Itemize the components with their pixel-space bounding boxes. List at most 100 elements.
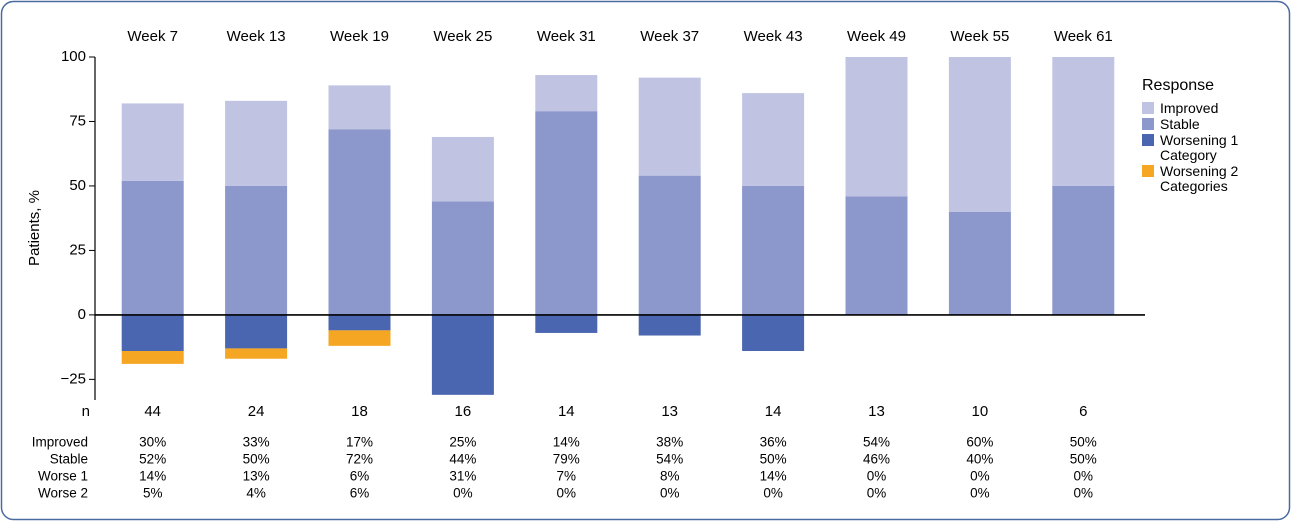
- table-cell: 40%: [966, 452, 993, 467]
- table-cell: 14%: [553, 435, 580, 450]
- legend-item: Improved: [1142, 101, 1282, 116]
- legend-item: Worsening 1 Category: [1142, 133, 1282, 163]
- bar-segment: [121, 180, 184, 315]
- x-tick-label: Week 31: [537, 28, 596, 45]
- y-axis-label: Patients, %: [26, 190, 43, 266]
- x-tick-label: Week 7: [127, 28, 178, 45]
- bar-segment: [638, 314, 701, 336]
- legend-item: Worsening 2 Categories: [1142, 164, 1282, 194]
- x-tick-label: Week 43: [744, 28, 803, 45]
- x-tick-label: Week 49: [847, 28, 906, 45]
- bar-segment: [638, 175, 701, 315]
- table-cell: 0%: [867, 486, 887, 501]
- table-cell: 52%: [139, 452, 166, 467]
- table-cell: 31%: [449, 469, 476, 484]
- bar-segment: [121, 351, 184, 364]
- table-cell: 25%: [449, 435, 476, 450]
- bar-segment: [225, 348, 288, 359]
- y-tick-label: 100: [61, 48, 86, 65]
- n-value: 44: [144, 403, 161, 420]
- table-row-label: Improved: [32, 435, 88, 450]
- x-tick-label: Week 19: [330, 28, 389, 45]
- n-value: 6: [1079, 403, 1087, 420]
- n-value: 10: [972, 403, 989, 420]
- bar-segment: [328, 314, 391, 331]
- bar-segment: [742, 185, 805, 315]
- table-cell: 33%: [243, 435, 270, 450]
- legend-label: Worsening 2 Categories: [1160, 163, 1239, 194]
- table-cell: 60%: [966, 435, 993, 450]
- table-cell: 50%: [1070, 435, 1097, 450]
- table-cell: 0%: [970, 469, 990, 484]
- legend-swatch: [1142, 165, 1154, 177]
- x-tick-label: Week 37: [640, 28, 699, 45]
- bar-segment: [1052, 57, 1115, 186]
- table-cell: 44%: [449, 452, 476, 467]
- table-cell: 54%: [863, 435, 890, 450]
- bar-segment: [638, 77, 701, 176]
- table-row-label: Worse 1: [38, 469, 88, 484]
- y-tick-label: 0: [78, 306, 86, 323]
- x-tick-label: Week 55: [950, 28, 1009, 45]
- table-cell: 0%: [867, 469, 887, 484]
- legend: Response Improved Stable Worsening 1 Categ…: [1142, 78, 1282, 195]
- bar-segment: [225, 185, 288, 315]
- table-cell: 0%: [970, 486, 990, 501]
- table-cell: 13%: [243, 469, 270, 484]
- table-cell: 79%: [553, 452, 580, 467]
- bar-segment: [225, 314, 288, 349]
- bar-segment: [328, 129, 391, 315]
- table-cell: 0%: [557, 486, 577, 501]
- bar-segment: [328, 330, 391, 346]
- bar-segment: [121, 314, 184, 351]
- x-tick-label: Week 13: [227, 28, 286, 45]
- table-cell: 5%: [143, 486, 163, 501]
- bar-segment: [535, 314, 598, 333]
- table-cell: 14%: [139, 469, 166, 484]
- bar-segment: [1052, 185, 1115, 315]
- legend-title: Response: [1142, 77, 1215, 94]
- x-tick-label: Week 25: [433, 28, 492, 45]
- n-value: 13: [868, 403, 885, 420]
- y-tick-label: 50: [69, 177, 86, 194]
- x-tick-label: Week 61: [1054, 28, 1113, 45]
- table-cell: 0%: [1074, 486, 1094, 501]
- table-cell: 30%: [139, 435, 166, 450]
- table-cell: 0%: [763, 486, 783, 501]
- legend-swatch: [1142, 134, 1154, 146]
- n-value: 13: [661, 403, 678, 420]
- table-cell: 8%: [660, 469, 680, 484]
- table-cell: 54%: [656, 452, 683, 467]
- table-cell: 6%: [350, 469, 370, 484]
- legend-label: Improved: [1160, 100, 1219, 116]
- legend-swatch: [1142, 118, 1154, 130]
- legend-item: Stable: [1142, 117, 1282, 132]
- n-value: 18: [351, 403, 368, 420]
- y-tick-label: −25: [61, 370, 86, 387]
- n-value: 16: [455, 403, 472, 420]
- bar-segment: [948, 57, 1011, 212]
- table-cell: 0%: [1074, 469, 1094, 484]
- table-cell: 17%: [346, 435, 373, 450]
- bar-segment: [328, 85, 391, 130]
- table-row-label: Worse 2: [38, 486, 88, 501]
- table-cell: 6%: [350, 486, 370, 501]
- table-cell: 50%: [243, 452, 270, 467]
- table-cell: 36%: [760, 435, 787, 450]
- table-cell: 0%: [660, 486, 680, 501]
- table-cell: 0%: [453, 486, 473, 501]
- table-cell: 72%: [346, 452, 373, 467]
- bar-segment: [121, 103, 184, 181]
- bar-segment: [225, 100, 288, 186]
- n-label: n: [82, 403, 90, 420]
- table-cell: 46%: [863, 452, 890, 467]
- bar-segment: [948, 211, 1011, 315]
- y-tick-label: 75: [69, 112, 86, 129]
- legend-label: Worsening 1 Category: [1160, 132, 1239, 163]
- n-value: 14: [558, 403, 575, 420]
- legend-swatch: [1142, 102, 1154, 114]
- bar-segment: [431, 136, 494, 202]
- table-cell: 50%: [760, 452, 787, 467]
